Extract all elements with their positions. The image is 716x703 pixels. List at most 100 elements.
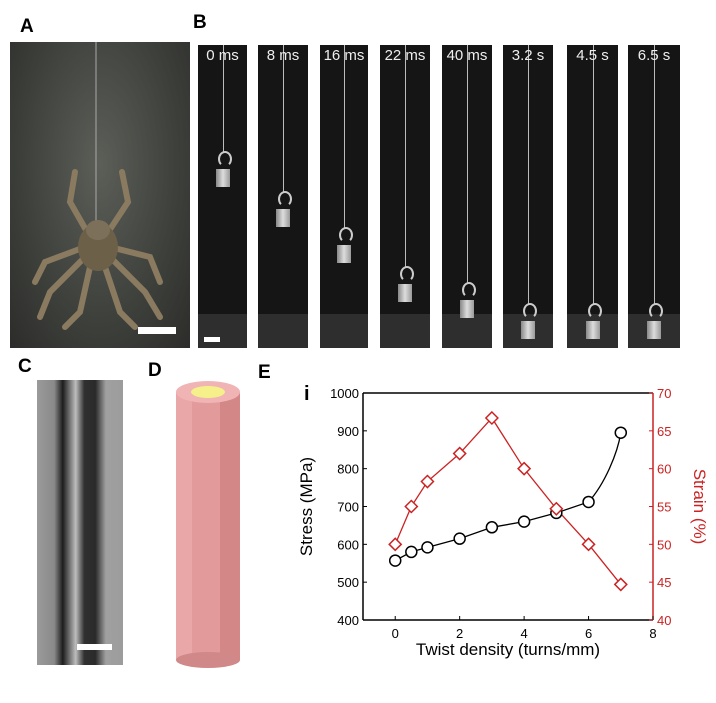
floor bbox=[320, 314, 368, 348]
hook-icon bbox=[523, 302, 537, 319]
stress-point bbox=[582, 495, 595, 509]
time-label: 3.2 s bbox=[511, 47, 545, 64]
time-label: 22 ms bbox=[384, 47, 426, 64]
hook-icon bbox=[462, 281, 476, 298]
stress-point bbox=[485, 521, 499, 534]
time-label: 6.5 s bbox=[637, 47, 671, 64]
fiber-core bbox=[191, 386, 225, 398]
fiber-thread bbox=[344, 45, 345, 229]
spider-illustration bbox=[32, 42, 163, 330]
y-tick-label: 800 bbox=[337, 462, 359, 477]
panel-label-a: A bbox=[20, 16, 34, 37]
time-frame: 4.5 s bbox=[567, 45, 618, 348]
weight bbox=[276, 208, 290, 227]
strain-point bbox=[581, 537, 596, 552]
panel-label-e: E bbox=[258, 362, 271, 383]
y-tick-label: 1000 bbox=[330, 386, 359, 401]
x-tick-label: 4 bbox=[520, 626, 527, 641]
hook-icon bbox=[587, 302, 602, 319]
time-frame: 8 ms bbox=[258, 45, 308, 348]
panel-sublabel: i bbox=[304, 383, 310, 405]
time-frame: 22 ms bbox=[380, 45, 430, 348]
fiber-thread bbox=[528, 45, 529, 305]
weight bbox=[521, 320, 535, 339]
x-tick-label: 2 bbox=[456, 626, 463, 641]
panel-label-c: C bbox=[18, 356, 32, 377]
y2-tick-label: 40 bbox=[657, 613, 671, 628]
hook-icon bbox=[649, 302, 663, 319]
weight bbox=[215, 169, 230, 188]
strain-point bbox=[404, 499, 419, 514]
y2-tick-label: 60 bbox=[657, 462, 671, 477]
floor bbox=[380, 314, 430, 348]
x-axis-label: Twist density (turns/mm) bbox=[416, 640, 600, 659]
hook-icon bbox=[400, 266, 414, 283]
strain-point bbox=[420, 474, 435, 489]
fiber-micrograph bbox=[37, 380, 123, 665]
time-label: 40 ms bbox=[446, 47, 488, 64]
time-frame: 3.2 s bbox=[503, 45, 553, 348]
time-label: 16 ms bbox=[323, 47, 365, 64]
weight bbox=[585, 320, 600, 339]
time-frame: 6.5 s bbox=[628, 45, 680, 348]
stress-point bbox=[421, 541, 434, 554]
y2-tick-label: 45 bbox=[657, 575, 671, 590]
stress-point bbox=[405, 545, 418, 559]
y2-tick-label: 55 bbox=[657, 500, 671, 515]
time-frame: 0 ms bbox=[198, 45, 247, 348]
strain-point bbox=[452, 446, 467, 461]
strain-point bbox=[484, 410, 499, 426]
weight bbox=[398, 284, 412, 303]
fiber-thread bbox=[654, 45, 655, 305]
stress-point bbox=[453, 532, 466, 545]
scale-bar bbox=[77, 644, 112, 650]
strain-point bbox=[613, 577, 628, 592]
weight bbox=[647, 320, 661, 339]
strain-point bbox=[388, 537, 403, 552]
hook-icon bbox=[339, 226, 353, 243]
weight bbox=[337, 244, 351, 263]
y2-axis-label: Strain (%) bbox=[690, 469, 709, 545]
y-tick-label: 500 bbox=[337, 575, 359, 590]
x-tick-label: 6 bbox=[585, 626, 592, 641]
stress-strain-chart: 0 2 4 6 8 400 500 600 700 800 900 1000 40 45 50 55 60 65 7… bbox=[297, 383, 709, 659]
floor bbox=[258, 314, 308, 348]
hook-icon bbox=[217, 151, 232, 168]
y2-tick-label: 70 bbox=[657, 386, 671, 401]
y-tick-label: 400 bbox=[337, 613, 359, 628]
time-label: 0 ms bbox=[206, 47, 239, 64]
time-label: 8 ms bbox=[266, 47, 300, 64]
spider-photo bbox=[10, 42, 190, 348]
panel-label-d: D bbox=[148, 360, 162, 381]
fiber-thread bbox=[283, 45, 284, 193]
hook-icon bbox=[278, 190, 292, 207]
fiber-thread bbox=[405, 45, 406, 269]
scale-bar bbox=[138, 327, 176, 334]
stress-point bbox=[614, 426, 628, 439]
y-tick-label: 700 bbox=[337, 500, 359, 515]
x-tick-label: 8 bbox=[649, 626, 656, 641]
time-frame: 16 ms bbox=[320, 45, 368, 348]
y2-tick-label: 50 bbox=[657, 537, 671, 552]
x-tick-label: 0 bbox=[392, 626, 399, 641]
panel-label-b: B bbox=[193, 12, 207, 33]
scale-bar bbox=[204, 337, 220, 342]
y-tick-label: 600 bbox=[337, 537, 359, 552]
stress-point bbox=[388, 554, 402, 567]
floor bbox=[198, 314, 247, 348]
stress-point bbox=[517, 515, 531, 528]
strain-point bbox=[517, 461, 532, 476]
strain-point bbox=[549, 501, 564, 516]
fiber-thread bbox=[222, 45, 224, 154]
fiber-cylinder-model bbox=[176, 381, 240, 668]
y-tick-label: 900 bbox=[337, 424, 359, 439]
weight bbox=[460, 299, 474, 318]
floor bbox=[442, 314, 492, 348]
fiber-thread bbox=[592, 45, 594, 305]
fiber-thread bbox=[467, 45, 468, 284]
y2-tick-label: 65 bbox=[657, 424, 671, 439]
y-axis-label: Stress (MPa) bbox=[297, 457, 316, 556]
time-frame: 40 ms bbox=[442, 45, 492, 348]
time-label: 4.5 s bbox=[576, 47, 609, 64]
